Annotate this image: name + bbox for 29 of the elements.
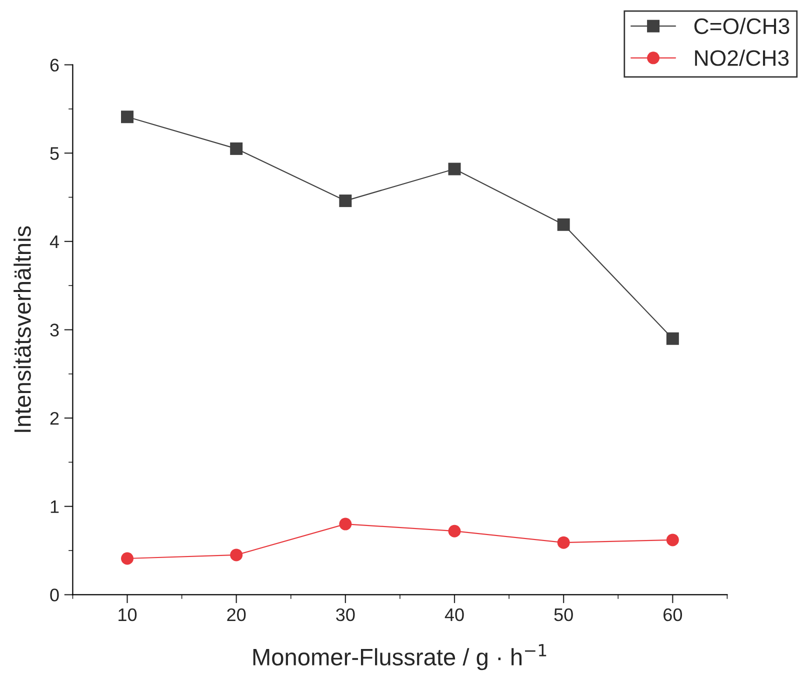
- x-tick-label: 20: [227, 608, 246, 622]
- legend-label: C=O/CH3: [694, 18, 790, 34]
- y-tick-label: 3: [50, 324, 59, 336]
- point: [557, 536, 570, 549]
- point: [557, 218, 570, 231]
- x-tick-label: 50: [554, 608, 573, 622]
- point: [339, 518, 352, 530]
- y-tick-label: 1: [50, 500, 59, 513]
- point: [448, 524, 461, 538]
- point: [339, 194, 352, 208]
- legend-label: NO2/CH3: [695, 50, 789, 66]
- x-tick-label: 10: [118, 608, 137, 622]
- x-axis-title: Monomer-Flussrate / g · h$^{−1}$: [253, 644, 546, 670]
- point: [121, 552, 134, 565]
- point: [121, 110, 134, 124]
- point: [230, 548, 243, 562]
- point: [666, 534, 679, 546]
- point: [230, 142, 243, 155]
- point: [666, 332, 679, 345]
- y-tick-label: 0: [50, 588, 59, 602]
- y-tick-label: 5: [50, 147, 59, 160]
- x-tick-label: 30: [336, 608, 355, 622]
- y-axis-title: Intensitätsverhältnis: [14, 226, 31, 432]
- point: [448, 162, 461, 176]
- x-tick-label: 60: [664, 608, 682, 622]
- y-tick-label: 6: [50, 58, 59, 72]
- x-tick-label: 40: [444, 608, 464, 622]
- y-tick-label: 2: [50, 412, 59, 425]
- y-tick-label: 4: [50, 236, 59, 248]
